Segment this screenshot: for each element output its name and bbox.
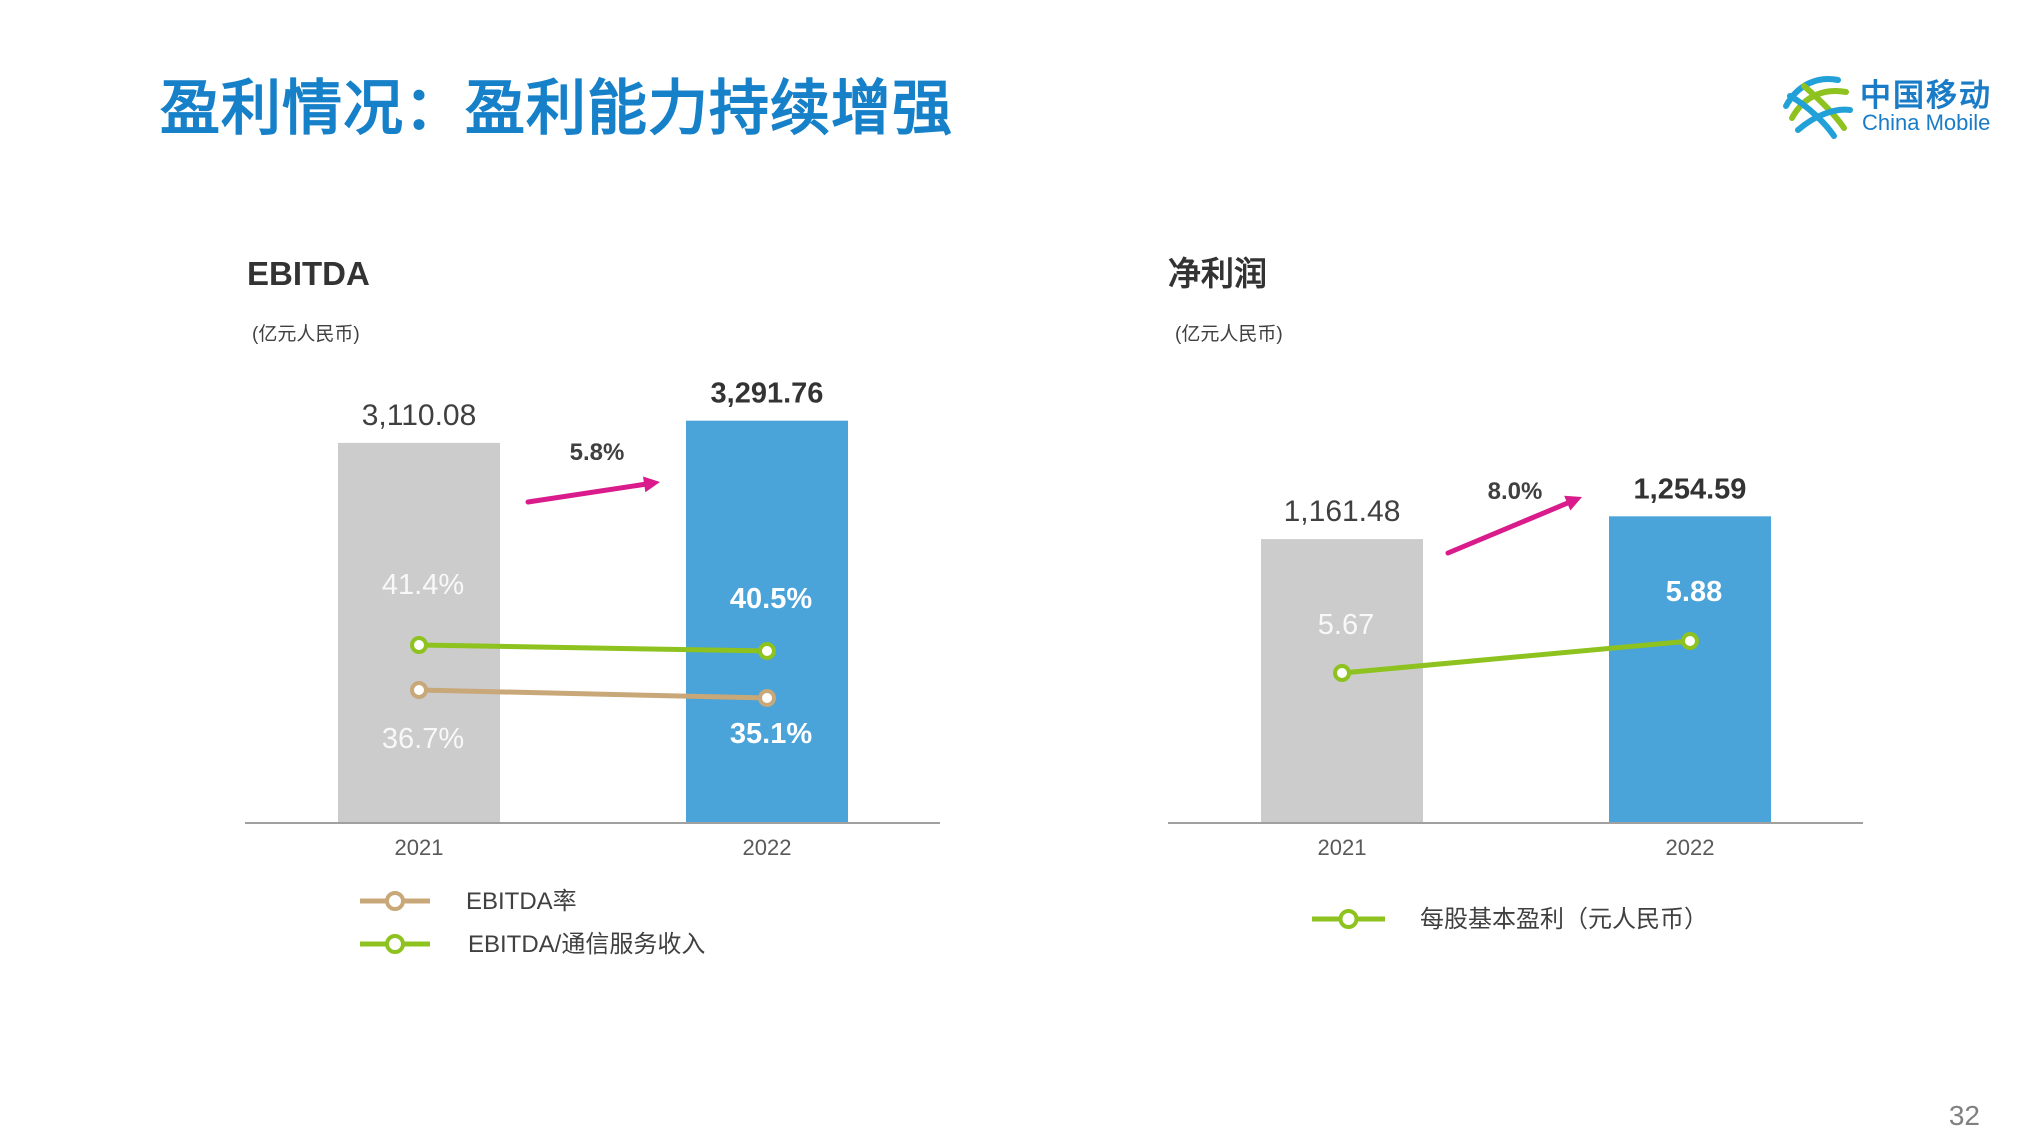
chart2-x-tick-2021: 2021 [1318,835,1367,860]
chart1-line-1-value-label-0: 41.4% [382,569,464,601]
chart1-line-0-value-label-1: 35.1% [730,718,812,750]
chart1-line-1 [418,642,768,654]
chart1-line-0-point-0 [410,681,428,699]
chart1-legend-marker-1 [385,934,405,954]
chart2-title: 净利润 [1168,255,1267,292]
chart1-line-0 [418,687,768,701]
chart1-bar-2022 [686,420,848,823]
chart1-bar-value-label-2021: 3,110.08 [362,399,477,432]
chart2-bar-2022 [1609,516,1771,823]
chart2-subtitle: (亿元人民币) [1175,323,1283,345]
chart1-x-tick-2022: 2022 [743,835,792,860]
chart1-bar-2021 [338,442,500,823]
chart1-legend-label-1: EBITDA/通信服务收入 [468,931,705,958]
chart1-growth-arrow [525,481,647,505]
chart2-line-0-point-0 [1333,664,1351,682]
chart1-bar-value-label-2022: 3,291.76 [711,378,824,410]
china-mobile-logo-icon [1783,76,1853,139]
chart1-line-1-point-0 [410,636,428,654]
logo-text-en: China Mobile [1862,110,1991,135]
chart1-line-0-value-label-0: 36.7% [382,723,464,755]
slide-title: 盈利情况：盈利能力持续增强 [160,74,953,144]
chart1-legend-label-0: EBITDA率 [466,888,577,915]
chart1-growth-label: 5.8% [570,439,625,466]
chart1-x-tick-2021: 2021 [395,835,444,860]
chart1-growth-arrowhead [642,476,660,493]
chart2-line-0-point-1 [1681,632,1699,650]
logo-text-cn: 中国移动 [1860,78,1992,114]
chart2-growth-arrowhead [1564,495,1582,511]
chart1-line-1-value-label-1: 40.5% [730,583,812,615]
chart2-line-0 [1341,638,1691,676]
chart1-title: EBITDA [247,255,370,292]
chart2-legend-label-0: 每股基本盈利（元人民币） [1420,906,1708,933]
chart1-line-1-point-1 [758,642,776,660]
chart1-line-0-point-1 [758,689,776,707]
chart2-growth-label: 8.0% [1488,478,1543,505]
page-number: 32 [1948,1100,1980,1131]
chart2-bar-value-label-2021: 1,161.48 [1284,495,1401,528]
chart2-growth-arrow [1445,500,1570,556]
chart1-subtitle: (亿元人民币) [252,323,360,345]
chart2-line-0-value-label-1: 5.88 [1666,576,1722,608]
chart2-line-0-value-label-0: 5.67 [1318,609,1374,641]
chart2-x-tick-2022: 2022 [1666,835,1715,860]
chart2-legend-marker-0 [1338,909,1359,929]
china-mobile-logo: 中国移动 China Mobile [1778,66,1998,146]
chart2-bar-value-label-2022: 1,254.59 [1634,473,1747,505]
chart1-legend-marker-0 [385,891,405,911]
